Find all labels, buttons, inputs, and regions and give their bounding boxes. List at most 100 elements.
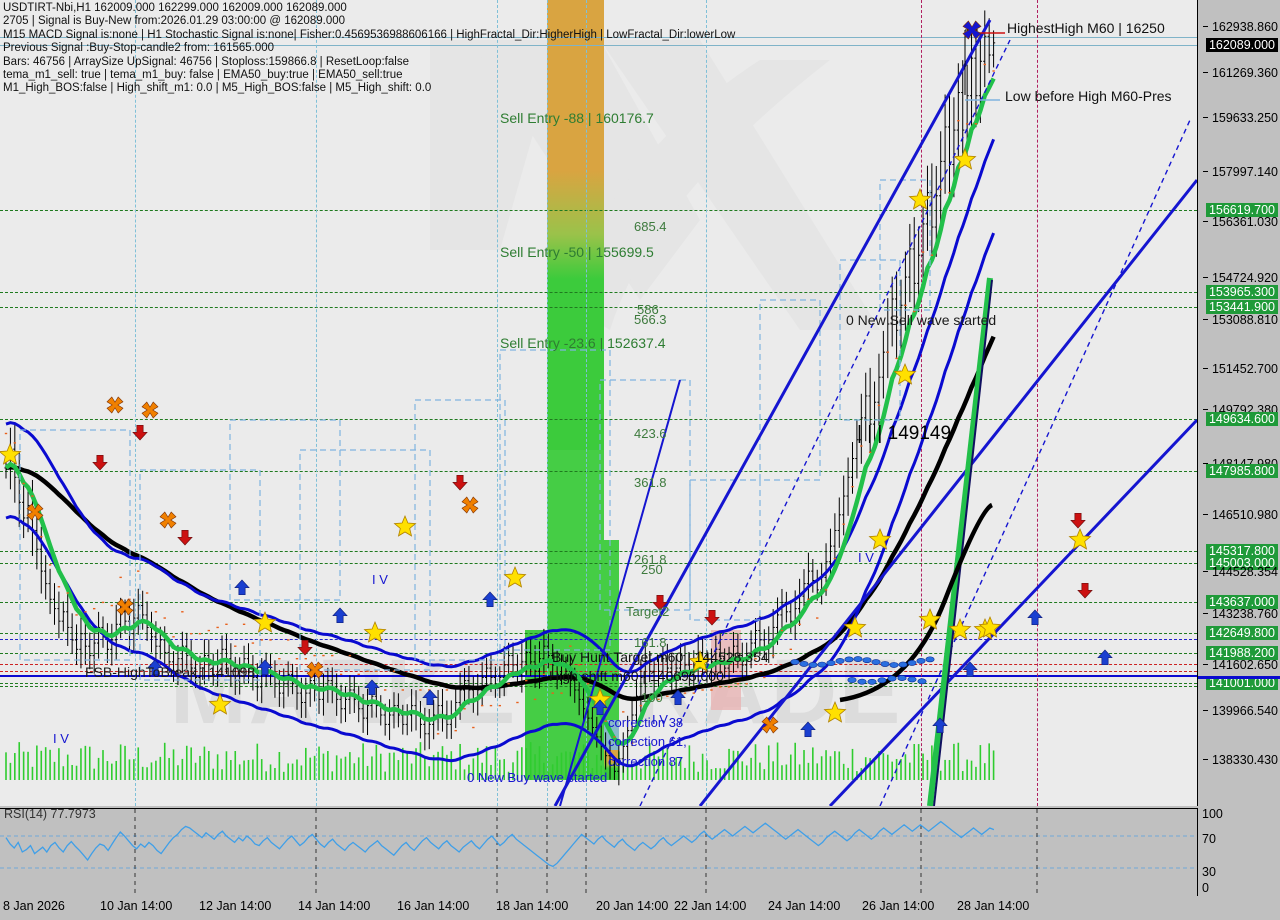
price-label-141001-000: 141001.000	[1205, 676, 1278, 690]
sell-entry-50-label: Sell Entry -50 | 155699.5	[500, 244, 654, 260]
price-label-143637-000: 143637.000	[1205, 595, 1278, 609]
price-label-145003-000: 145003.000	[1205, 556, 1278, 570]
session-separator	[497, 0, 498, 806]
rsi-scale-100: 100	[1202, 807, 1223, 821]
buy-zone-green	[547, 450, 604, 780]
high-shift-m60-label: High shift m60 | 140695.000	[549, 668, 724, 684]
price-level-line	[0, 563, 1197, 564]
price-level-line	[0, 210, 1197, 211]
low-before-high-label: Low before High M60-Pres	[1005, 88, 1172, 104]
price-label-143238-760: 143238.760	[1202, 607, 1278, 621]
price-level-line	[0, 471, 1197, 472]
price-label-145317-800: 145317.800	[1205, 544, 1278, 558]
high-bracket	[964, 29, 978, 95]
price-label-146510-980: 146510.980	[1202, 508, 1278, 522]
wave-label-right-label: I V	[652, 712, 668, 727]
price-level-line	[0, 602, 1197, 603]
fib-100-label: 100	[641, 690, 663, 705]
new-sell-wave-label: 0 New Sell wave started	[846, 312, 997, 328]
buy-hunt-target-label: Buy Hunt Target m60 | 144528.354	[552, 649, 769, 665]
chart-info-header: USDTIRT-Nbi,H1 162009.000 162299.000 162…	[3, 2, 735, 96]
fib-250-label: 250	[641, 562, 663, 577]
price-label-141602-650: 141602.650	[1202, 658, 1278, 672]
correction-61-label: correction 61,	[608, 734, 687, 749]
session-separator	[706, 0, 707, 806]
price-label-154724-920: 154724.920	[1202, 271, 1278, 285]
rsi-scale-axis: 100 70 30 0	[1198, 807, 1280, 895]
time-label: 20 Jan 14:00	[596, 899, 669, 913]
session-separator	[316, 0, 317, 806]
rsi-line-series	[0, 809, 1197, 896]
price-label-161269-360: 161269.360	[1202, 66, 1278, 80]
price-level-line	[0, 307, 1197, 308]
price-chart-pane[interactable]: MARKETTRADE Sell Entry -88 | 160176.7685…	[0, 0, 1198, 806]
price-level-line	[0, 551, 1197, 552]
price-label-151452-700: 151452.700	[1202, 362, 1278, 376]
time-axis[interactable]: 8 Jan 2026 10 Jan 14:00 12 Jan 14:00 14 Jan…	[0, 896, 1280, 920]
price-label-153441-900: 153441.900	[1205, 300, 1278, 314]
price-label-157997-140: 157997.140	[1202, 165, 1278, 179]
wave-label-left-label: I V	[53, 731, 69, 746]
price-label-159633-250: 159633.250	[1202, 111, 1278, 125]
price-label-162938-860: 162938.860	[1202, 20, 1278, 34]
price-label-153965-300: 153965.300	[1205, 285, 1278, 299]
price-label-141988-200: 141988.200	[1205, 646, 1278, 660]
price-label-147985-800: 147985.800	[1205, 464, 1278, 478]
price-label-139966-540: 139966.540	[1202, 704, 1278, 718]
rsi-curve	[5, 820, 995, 868]
bar-count-149149-label: | | | 149149	[857, 423, 952, 444]
rsi-scale-70: 70	[1202, 832, 1216, 846]
correction-87-label: correction 87	[608, 754, 684, 769]
fractal-boxes	[19, 179, 931, 681]
header-line-2: M15 MACD Signal is:none | H1 Stochastic …	[3, 28, 736, 41]
price-label-156361-030: 156361.030	[1202, 215, 1278, 229]
time-label: 22 Jan 14:00	[674, 899, 747, 913]
impulse-leg-green	[927, 277, 993, 806]
price-label-144528-354: 144528.354	[1202, 565, 1278, 579]
sell-entry-236-label: Sell Entry -23.6 | 152637.4	[500, 335, 666, 351]
price-label-156619-700: 156619.700	[1205, 203, 1278, 217]
fib-685-label: 685.4	[634, 219, 667, 234]
sell-entry-88-label: Sell Entry -88 | 160176.7	[500, 110, 654, 126]
price-level-line	[0, 419, 1197, 420]
reference-line	[0, 639, 1197, 640]
session-separator	[135, 0, 136, 806]
header-line-5: tema_m1_sell: true | tema_m1_buy: false …	[3, 69, 403, 82]
rsi-indicator-pane[interactable]: RSI(14) 77.7973	[0, 808, 1198, 897]
price-label-153088-810: 153088.810	[1202, 313, 1278, 327]
ema-fast-line	[4, 77, 996, 746]
ema-slow-line	[5, 335, 996, 702]
price-label-142649-800: 142649.800	[1205, 626, 1278, 640]
time-label: 24 Jan 14:00	[768, 899, 841, 913]
fib-586-label: 586	[637, 302, 659, 317]
time-label: 16 Jan 14:00	[397, 899, 470, 913]
header-line-4: Bars: 46756 | ArraySize UpSignal: 46756 …	[3, 55, 409, 68]
fib-2618-label: 261.8	[634, 552, 667, 567]
rsi-scale-30: 30	[1202, 865, 1216, 879]
price-label-138330-430: 138330.430	[1202, 753, 1278, 767]
target2-label: Target2	[626, 604, 670, 619]
highest-high-m60-label: HighestHigh M60 | 16250	[1007, 20, 1165, 36]
fib-1618-label: 161.8	[634, 635, 667, 650]
time-label: 18 Jan 14:00	[496, 899, 569, 913]
fib-3618-label: 361.8	[634, 475, 667, 490]
impulse-leg-dark	[933, 279, 993, 806]
correction-38-label: correction 38	[608, 715, 684, 730]
time-label: 8 Jan 2026	[3, 899, 65, 913]
new-buy-wave-label: 0 New Buy wave started	[467, 770, 608, 785]
fib-4236-label: 423.6	[634, 426, 667, 441]
parabolic-sar-dots	[4, 63, 995, 744]
price-chart-canvas: MARKETTRADE Sell Entry -88 | 160176.7685…	[0, 0, 1197, 806]
price-label-162089-000: 162089.000	[1205, 38, 1278, 52]
envelope-upper	[5, 138, 995, 674]
header-line-1: 2705 | Signal is Buy-New from:2026.01.29…	[3, 15, 346, 28]
wave-label-mid-label: I V	[372, 572, 388, 587]
trend-channel-lines	[553, 19, 1197, 806]
fib-566-label: 566.3	[634, 312, 667, 327]
price-scale-axis[interactable]: 162938.860 162089.000 161269.360 159633.250…	[1198, 0, 1280, 806]
price-label-149634-600: 149634.600	[1205, 412, 1278, 426]
rsi-scale-0: 0	[1202, 881, 1209, 895]
header-line-0: USDTIRT-Nbi,H1 162009.000 162299.000 162…	[3, 2, 347, 14]
price-level-line	[0, 633, 1197, 634]
